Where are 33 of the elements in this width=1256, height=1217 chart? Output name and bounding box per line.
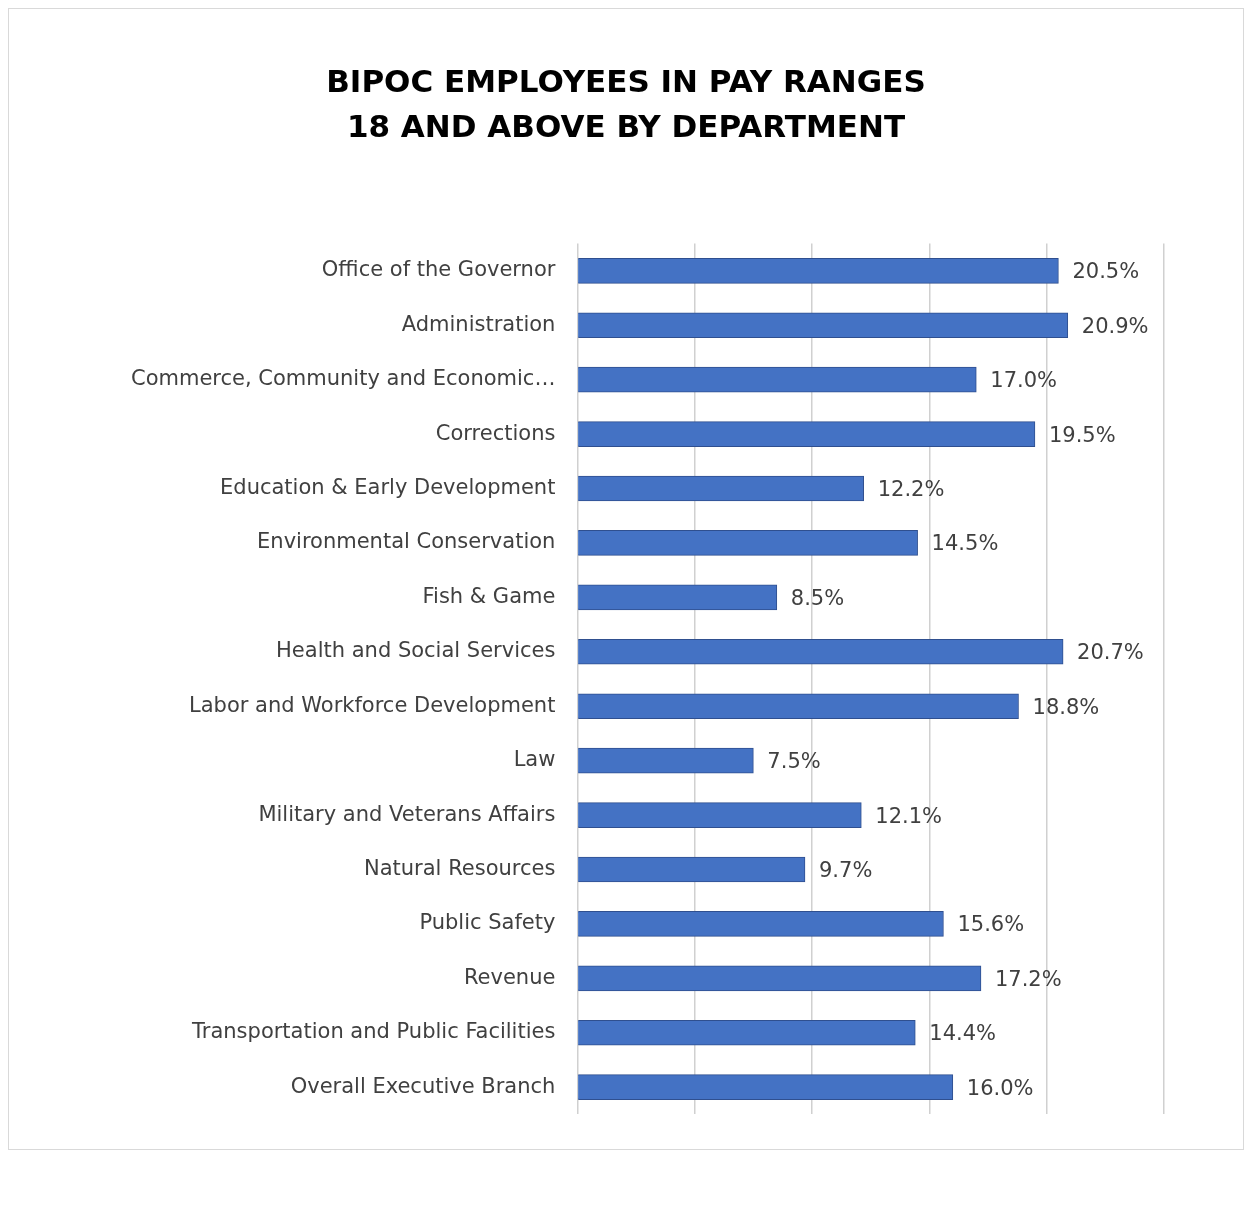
y-tick-label: Public Safety [419, 910, 556, 935]
y-tick-label: Law [513, 747, 556, 772]
data-label: 14.5% [931, 531, 999, 556]
y-tick-label: Military and Veterans Affairs [258, 801, 556, 826]
data-label: 8.5% [790, 585, 845, 610]
data-label: 18.8% [1032, 694, 1100, 719]
y-tick-label: Health and Social Services [276, 638, 556, 663]
y-tick-label: Transportation and Public Facilities [191, 1019, 556, 1044]
data-label: 19.5% [1048, 422, 1116, 447]
data-label: 12.2% [877, 476, 945, 501]
data-label: 12.1% [875, 803, 943, 828]
y-tick-label: Labor and Workforce Development [189, 692, 556, 717]
data-label: 15.6% [957, 912, 1025, 937]
data-label: 17.0% [990, 368, 1057, 393]
data-label: 20.7% [1077, 640, 1144, 665]
y-tick-label: Commerce, Community and Economic… [131, 366, 556, 391]
data-label: 20.5% [1072, 259, 1140, 284]
data-label: 14.4% [929, 1021, 996, 1046]
data-label: 9.7% [818, 857, 873, 882]
y-tick-label: Education & Early Development [220, 474, 556, 499]
data-label: 16.0% [966, 1075, 1034, 1100]
y-tick-label: Overall Executive Branch [290, 1073, 556, 1098]
data-label: 17.2% [994, 966, 1062, 991]
y-tick-label: Natural Resources [364, 855, 556, 880]
y-tick-label: Environmental Conservation [257, 529, 556, 554]
y-tick-label: Revenue [463, 964, 556, 989]
y-tick-label: Corrections [435, 420, 556, 445]
y-tick-label: Administration [401, 311, 556, 336]
y-tick-label: Office of the Governor [321, 257, 556, 282]
data-label: 7.5% [767, 749, 821, 774]
y-tick-label: Fish & Game [422, 583, 556, 608]
chart-title: BIPOC EMPLOYEES IN PAY RANGES 18 AND ABOVE BY DEPARTMENT [325, 62, 927, 146]
data-label: 20.9% [1081, 313, 1149, 338]
